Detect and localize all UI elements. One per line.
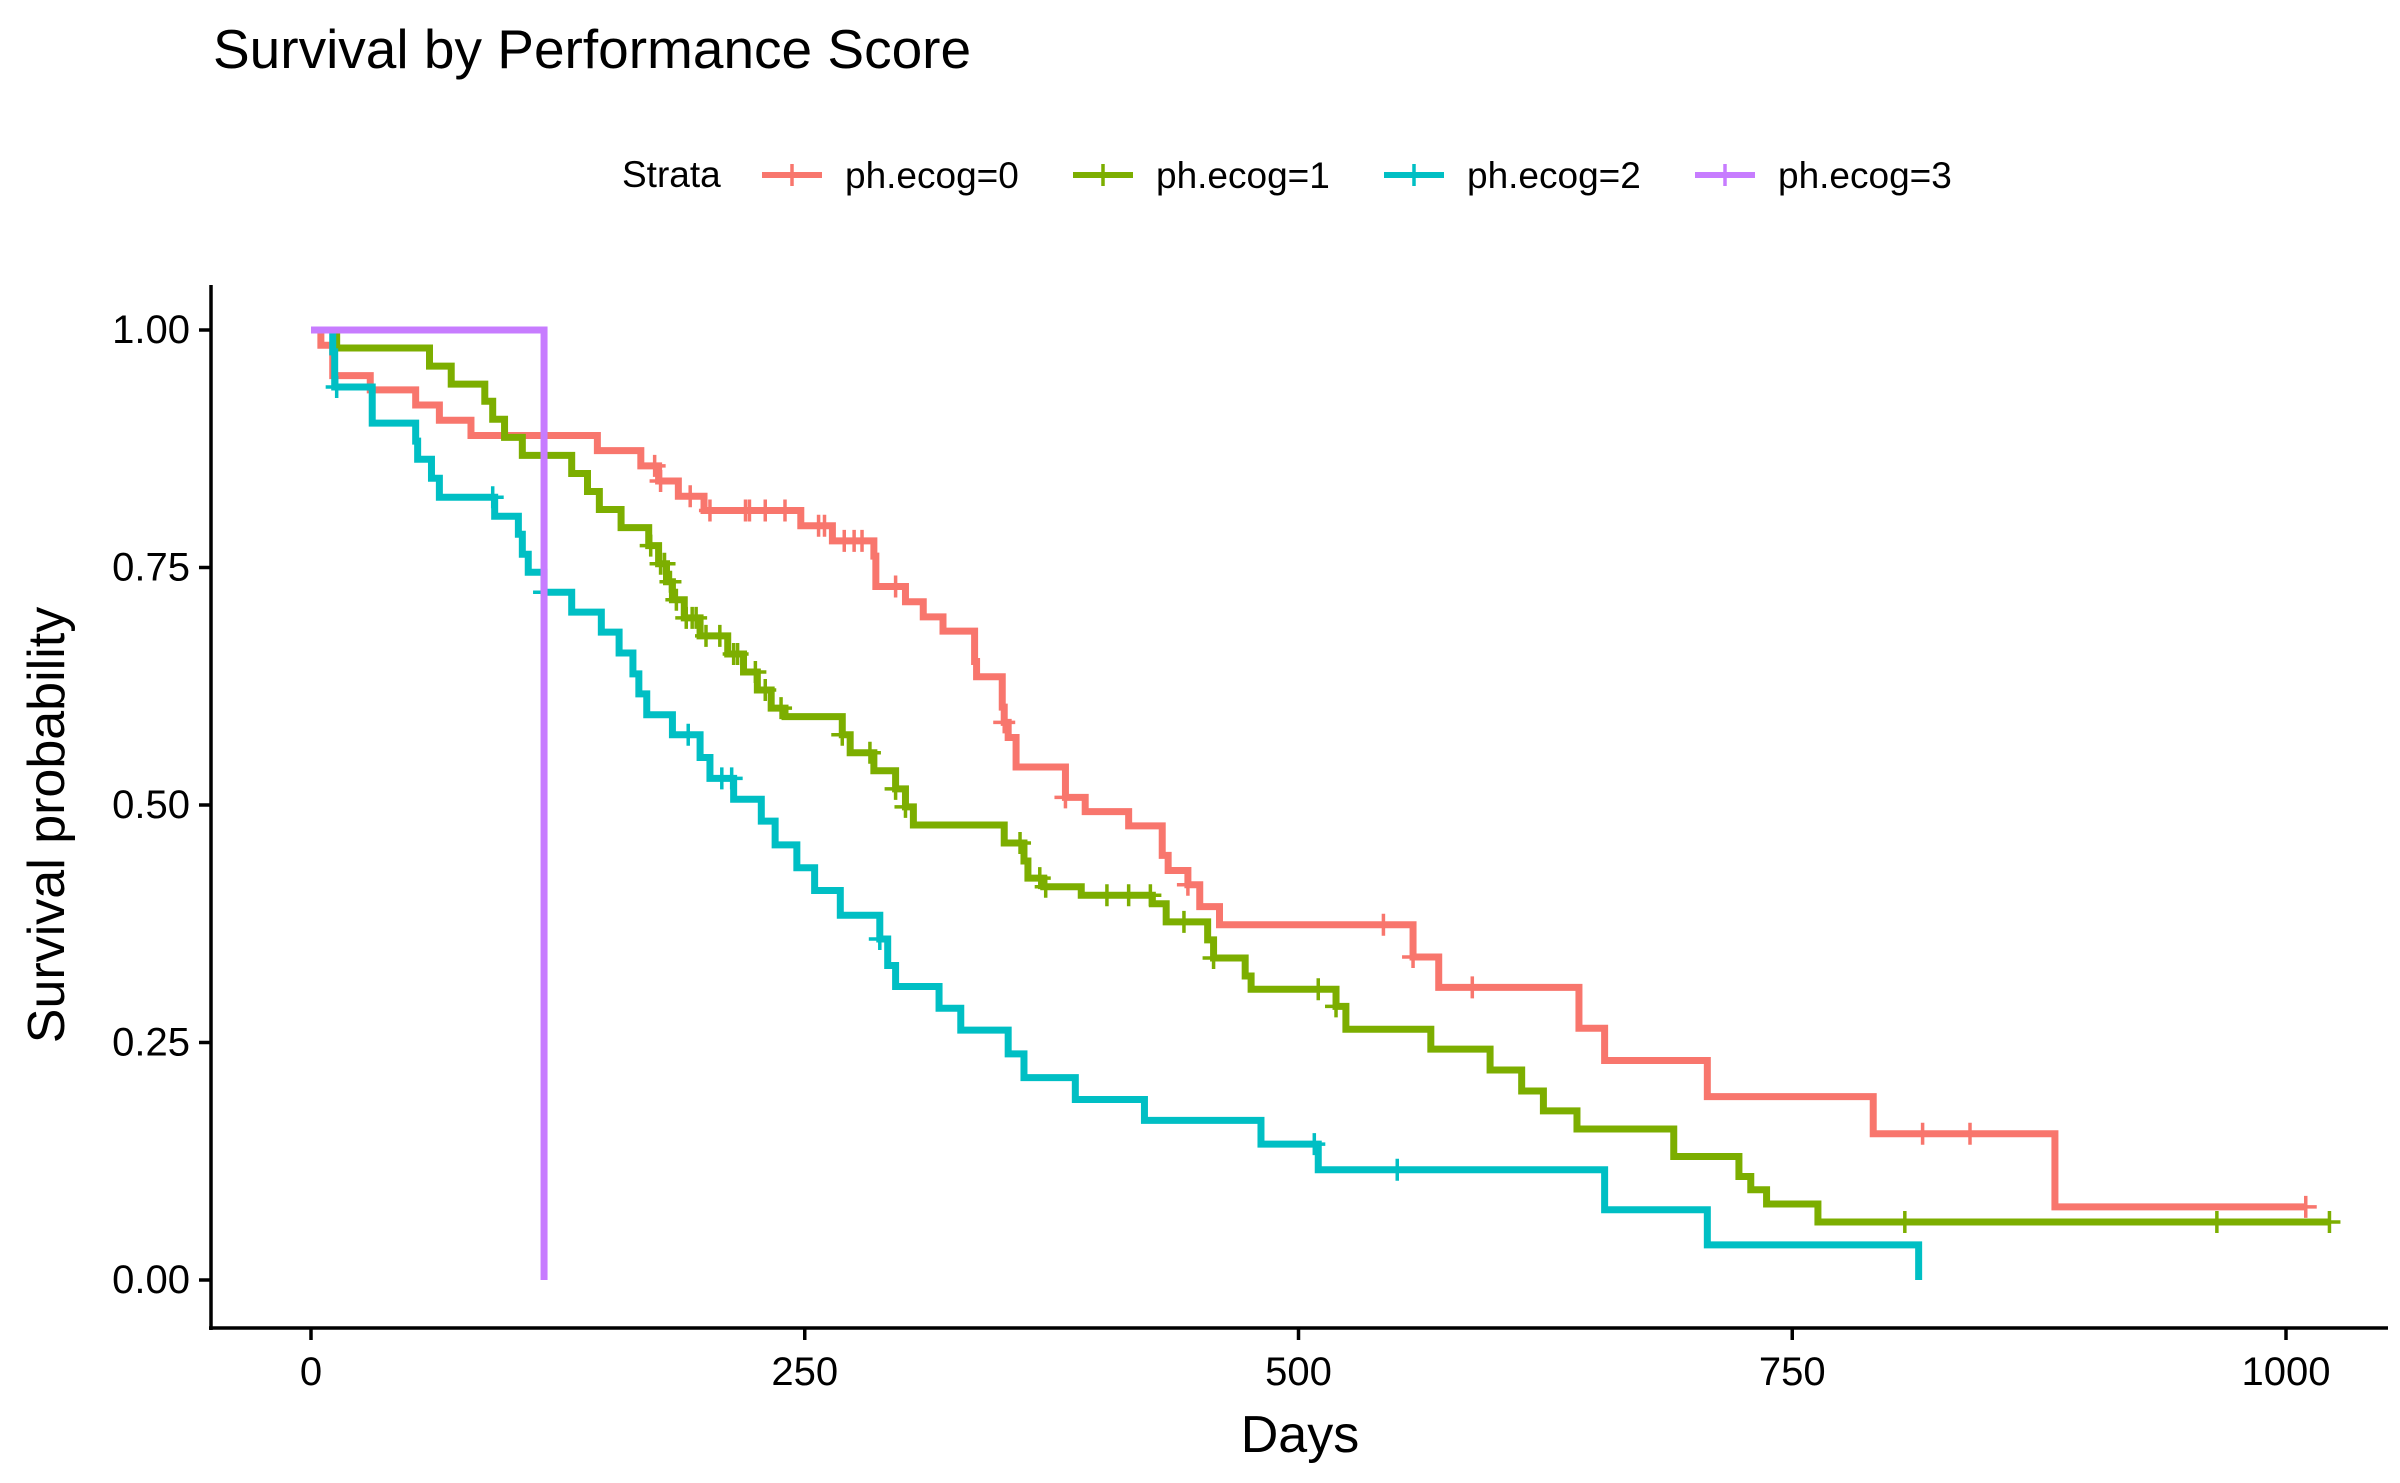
censor-mark	[708, 624, 731, 647]
censor-mark	[677, 723, 700, 746]
censor-mark	[1307, 978, 1330, 1001]
censor-mark	[1176, 873, 1199, 896]
censor-mark	[754, 679, 777, 702]
y-tick-label: 1.00	[112, 308, 190, 352]
censor-mark	[659, 570, 682, 593]
censor-mark	[698, 499, 721, 522]
y-tick-label: 0.50	[112, 783, 190, 827]
censor-mark	[1402, 946, 1425, 968]
censor-mark	[2318, 1211, 2341, 1234]
censor-mark	[1911, 1122, 1934, 1145]
censor-mark	[2294, 1195, 2317, 1218]
series-ph-ecog-2	[311, 326, 1923, 1280]
x-tick-label: 1000	[2242, 1350, 2331, 1394]
legend-label: ph.ecog=2	[1467, 155, 1641, 196]
censor-mark	[726, 642, 749, 665]
censor-mark	[1303, 1133, 1326, 1156]
axes	[209, 285, 2388, 1330]
censor-mark	[1095, 884, 1118, 907]
y-tick-label: 0.25	[112, 1021, 190, 1065]
censor-mark	[643, 454, 666, 477]
legend-item: ph.ecog=3	[1695, 155, 1952, 196]
censor-mark	[1034, 875, 1057, 898]
censor-mark	[884, 777, 907, 800]
x-tick-label: 500	[1265, 1350, 1332, 1394]
censor-mark	[1117, 884, 1140, 907]
censor-mark	[1054, 786, 1077, 809]
series-ph-ecog-3	[311, 326, 548, 1280]
y-axis-label: Survival probability	[18, 607, 76, 1043]
x-tick-label: 250	[771, 1350, 838, 1394]
censor-mark	[1325, 995, 1348, 1018]
x-tick-label: 750	[1759, 1350, 1826, 1394]
x-axis-label: Days	[1241, 1406, 1359, 1464]
censor-mark	[325, 376, 348, 398]
survival-curve-line	[311, 326, 2306, 1211]
censor-mark	[649, 470, 672, 493]
censor-mark	[1009, 832, 1032, 854]
censor-mark	[813, 514, 836, 537]
survival-curve-line	[311, 326, 1923, 1280]
censor-mark	[685, 606, 708, 629]
censor-mark	[665, 588, 688, 611]
censor-mark	[744, 661, 767, 683]
y-tick-label: 0.75	[112, 546, 190, 590]
censor-mark	[858, 741, 881, 764]
censor-mark	[720, 767, 743, 790]
censor-mark	[868, 927, 891, 950]
legend-item: ph.ecog=0	[762, 155, 1019, 196]
legend: Strata ph.ecog=0 ph.ecog=1 ph.ecog=2 ph.eco…	[622, 154, 1952, 196]
legend-label: ph.ecog=0	[845, 155, 1019, 196]
censor-mark	[1172, 910, 1195, 933]
legend-label: ph.ecog=1	[1156, 155, 1330, 196]
legend-label: ph.ecog=3	[1778, 155, 1952, 196]
censor-mark	[1386, 1158, 1409, 1181]
censor-mark	[993, 711, 1016, 734]
x-tick-label: 0	[300, 1350, 322, 1394]
censor-mark	[1461, 976, 1484, 999]
censor-mark	[639, 534, 662, 557]
censor-mark	[1893, 1211, 1916, 1234]
legend-item: ph.ecog=1	[1073, 155, 1330, 196]
legend-item: ph.ecog=2	[1384, 155, 1641, 196]
censor-mark	[1202, 946, 1225, 969]
censor-mark	[481, 486, 504, 509]
y-tick-label: 0.00	[112, 1258, 190, 1302]
censor-mark	[2205, 1211, 2228, 1234]
censor-mark	[1959, 1122, 1981, 1145]
censor-mark	[774, 499, 796, 522]
plot-area	[311, 326, 2341, 1280]
censor-mark	[754, 499, 777, 522]
censor-mark	[831, 723, 854, 746]
censor-mark	[1139, 884, 1162, 907]
censor-mark	[894, 795, 917, 818]
series-ph-ecog-1	[311, 326, 2341, 1234]
survival-curve-line	[311, 326, 548, 1280]
censor-mark	[770, 697, 793, 720]
censor-mark	[884, 575, 907, 598]
censor-mark	[679, 485, 702, 508]
series-ph-ecog-0	[311, 326, 2317, 1218]
survival-curve-line	[311, 326, 2330, 1226]
chart-title: Survival by Performance Score	[213, 18, 971, 80]
censor-mark	[1372, 913, 1395, 936]
legend-title: Strata	[622, 154, 721, 195]
censor-mark	[653, 552, 676, 575]
censor-mark	[851, 529, 874, 552]
